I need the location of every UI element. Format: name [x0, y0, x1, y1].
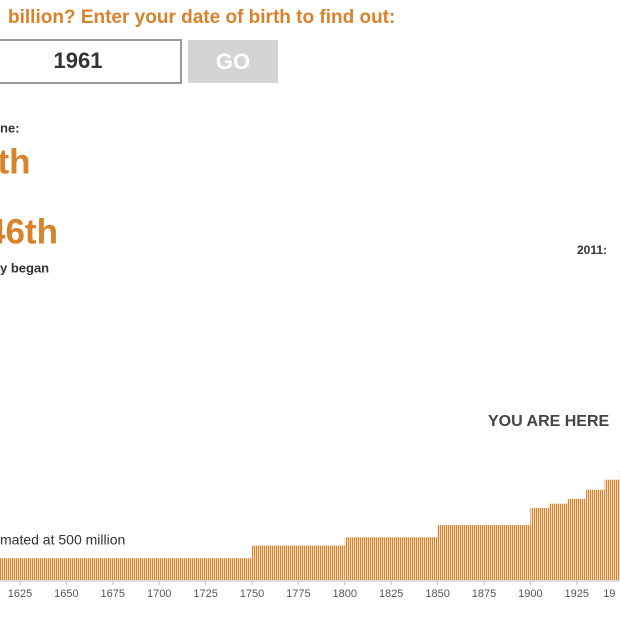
x-tick-label: 1625 [8, 588, 32, 600]
population-bar [0, 558, 252, 580]
x-tick-label: 1875 [472, 588, 496, 600]
result-label: ne: [0, 120, 20, 135]
x-tick-label: 1850 [425, 588, 449, 600]
marker-label: 2011: [577, 243, 607, 257]
x-tick-label: 1675 [101, 588, 125, 600]
x-tick-label: 1800 [333, 588, 357, 600]
you-are-here: YOU ARE HERE [488, 413, 610, 430]
population-bar [548, 503, 568, 580]
go-label: GO [216, 49, 250, 74]
population-bar [586, 489, 605, 580]
input-value: 1961 [54, 48, 103, 73]
x-tick-label: 1900 [518, 588, 542, 600]
x-tick-label: 19 [603, 588, 615, 600]
x-tick-label: 1775 [286, 588, 310, 600]
go-button[interactable] [188, 40, 278, 83]
population-bar [344, 537, 438, 580]
chart-note: mated at 500 million [0, 532, 125, 548]
x-tick-label: 1725 [193, 588, 217, 600]
population-bar [567, 498, 587, 580]
date-input[interactable] [0, 39, 182, 84]
result-rank: 4th [0, 142, 31, 181]
x-tick-label: 1750 [240, 588, 264, 600]
population-bar [437, 525, 531, 580]
result-rank: 46th [0, 212, 58, 251]
prompt: billion? Enter your date of birth to fin… [8, 7, 395, 28]
result-label: y began [0, 260, 49, 275]
x-tick-label: 1650 [54, 588, 78, 600]
population-bar [530, 508, 549, 580]
population-bar [604, 479, 620, 580]
x-tick-label: 1700 [147, 588, 171, 600]
population-bar [252, 545, 345, 580]
x-tick-label: 1925 [565, 588, 589, 600]
x-tick-label: 1825 [379, 588, 403, 600]
